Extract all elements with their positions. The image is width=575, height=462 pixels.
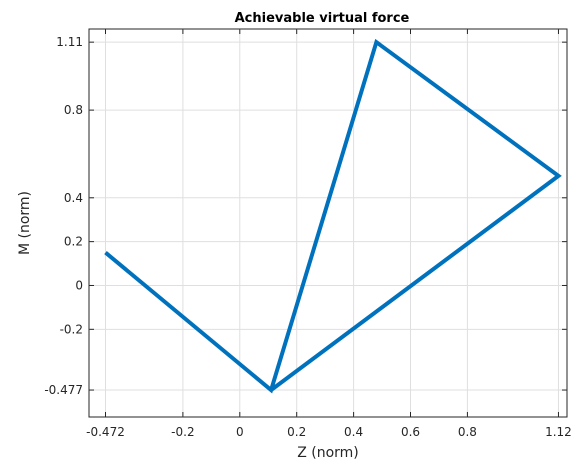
y-tick-label: 0.8 <box>64 103 83 117</box>
x-tick-label: 0.2 <box>287 425 306 439</box>
y-tick-label: 0.4 <box>64 191 83 205</box>
series-layer <box>104 38 562 394</box>
y-tick-label: -0.2 <box>60 322 83 336</box>
y-axis-label: M (norm) <box>17 191 33 255</box>
y-tick-label: -0.477 <box>44 383 83 397</box>
x-axis-ticks: -0.472 -0.2 0 0.2 0.4 0.6 0.8 1.12 <box>86 29 572 439</box>
y-tick-label: 1.11 <box>56 35 83 49</box>
x-tick-label: 0.6 <box>401 425 420 439</box>
x-tick-label: -0.472 <box>86 425 125 439</box>
x-tick-label: 0.4 <box>344 425 363 439</box>
y-tick-label: 0.2 <box>64 235 83 249</box>
x-tick-label: 0 <box>236 425 244 439</box>
x-tick-label: 1.12 <box>545 425 572 439</box>
y-tick-label: 0 <box>75 278 83 292</box>
x-tick-label: -0.2 <box>171 425 194 439</box>
series-line <box>104 38 562 394</box>
grid-lines <box>89 29 567 417</box>
chart-title: Achievable virtual force <box>235 11 410 26</box>
x-tick-label: 0.8 <box>458 425 477 439</box>
plot-area <box>88 28 568 418</box>
y-axis-ticks: -0.477 -0.2 0 0.2 0.4 0.8 1.11 <box>44 35 567 397</box>
x-axis-label: Z (norm) <box>297 445 359 461</box>
